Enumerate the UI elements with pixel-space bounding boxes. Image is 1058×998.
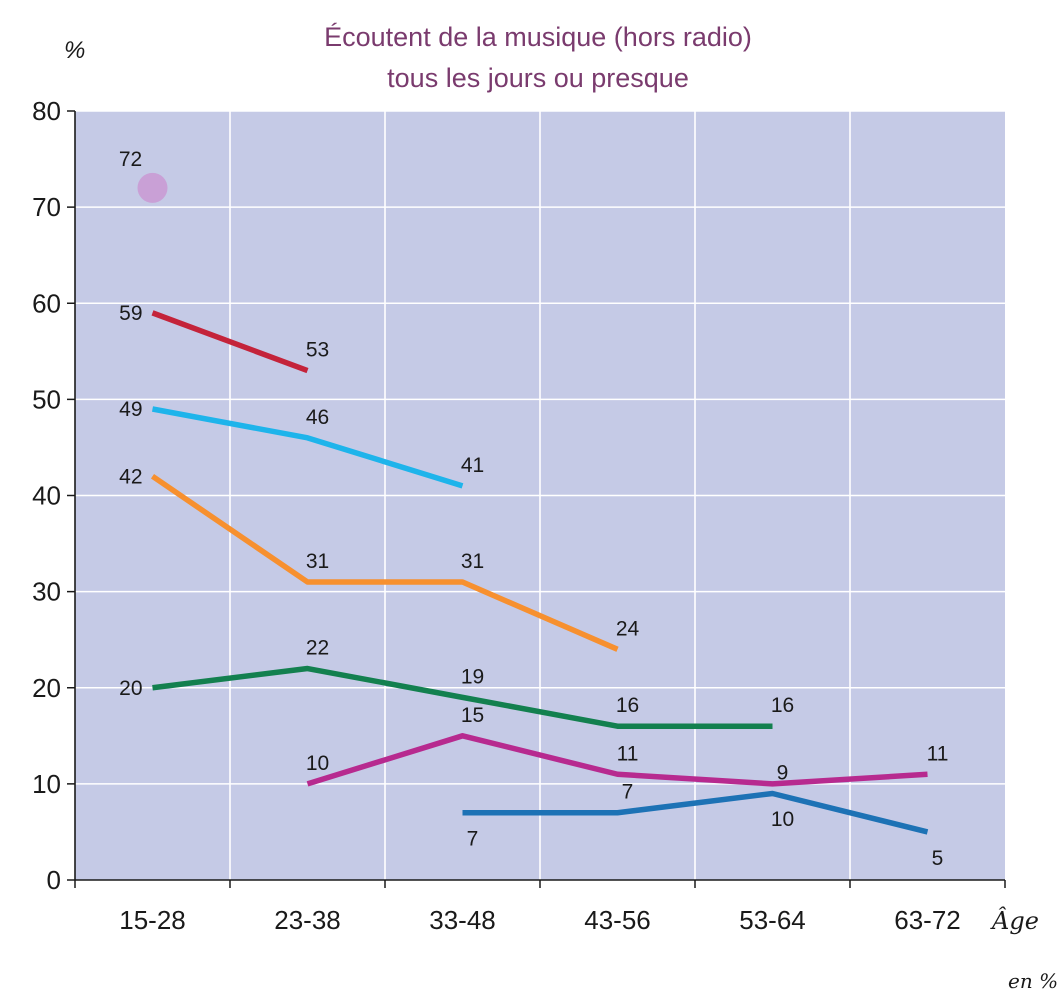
grid <box>75 110 1005 880</box>
y-tick-label: 50 <box>32 384 61 414</box>
data-label: 41 <box>461 454 484 477</box>
data-label: 24 <box>616 617 640 640</box>
data-label: 9 <box>777 761 789 784</box>
chart-title-line-2: tous les jours ou presque <box>387 63 689 93</box>
series-layer <box>137 172 929 835</box>
y-tick-label: 40 <box>32 481 61 511</box>
data-label: 49 <box>119 398 142 421</box>
data-label: 16 <box>616 694 639 717</box>
x-tick-label: 33-48 <box>429 905 496 935</box>
data-label: 22 <box>306 637 329 660</box>
data-label: 19 <box>461 665 484 688</box>
axes: 0 10 20 30 40 50 60 70 80 15-28 23-38 33-48 43-56 53-… <box>32 96 1006 935</box>
data-label: 72 <box>119 148 142 171</box>
y-tick-label: 30 <box>32 577 61 607</box>
x-tick-label: 63-72 <box>894 905 961 935</box>
series-dot-marker <box>137 172 168 203</box>
y-tick-label: 10 <box>32 769 61 799</box>
data-label: 5 <box>932 847 944 870</box>
series-line-4 <box>150 474 619 652</box>
data-label: 7 <box>622 781 634 804</box>
data-label: 10 <box>306 752 329 775</box>
data-label: 31 <box>461 550 484 573</box>
chart-title-line-1: Écoutent de la musique (hors radio) <box>324 22 752 52</box>
x-tick-label: 15-28 <box>119 905 186 935</box>
x-tick-label: 53-64 <box>739 905 806 935</box>
y-tick-label: 70 <box>32 192 61 222</box>
series-line-2 <box>151 310 309 374</box>
x-axis-label: Âge <box>990 906 1039 935</box>
y-tick-label: 20 <box>32 673 61 703</box>
y-tick-label: 60 <box>32 288 61 318</box>
y-tick-label: 80 <box>32 96 61 126</box>
data-label: 20 <box>119 677 142 700</box>
series-line-7 <box>462 790 929 835</box>
data-label: 59 <box>119 302 142 325</box>
data-label: 15 <box>461 704 484 727</box>
data-label: 42 <box>119 465 142 488</box>
data-label: 53 <box>306 339 329 362</box>
data-label: 46 <box>306 406 329 429</box>
data-label: 31 <box>306 550 329 573</box>
data-label: 11 <box>927 742 949 765</box>
data-label: 16 <box>771 694 794 717</box>
data-label: 11 <box>617 742 639 765</box>
x-tick-label: 43-56 <box>584 905 651 935</box>
data-label: 10 <box>771 808 794 831</box>
data-label: 7 <box>467 828 479 851</box>
unit-footer: en % <box>1008 969 1058 993</box>
y-axis-unit: % <box>64 37 85 64</box>
x-tick-label: 23-38 <box>274 905 341 935</box>
y-tick-label: 0 <box>47 865 61 895</box>
